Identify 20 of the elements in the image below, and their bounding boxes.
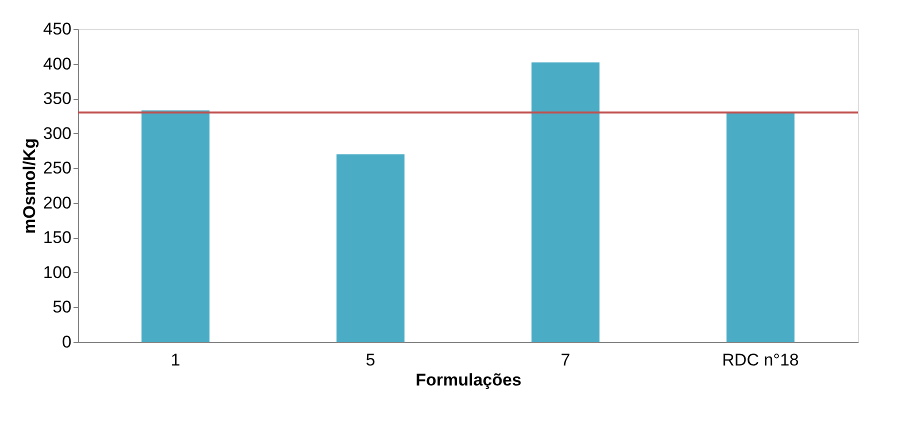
y-tick-label: 250: [43, 158, 72, 178]
y-tick-label: 150: [43, 228, 72, 248]
y-axis-title: mOsmol/Kg: [20, 138, 40, 234]
x-axis-title: Formulações: [416, 370, 522, 390]
y-tick-label: 300: [43, 124, 72, 143]
x-tick-label: 5: [366, 350, 376, 370]
bar: [532, 62, 600, 342]
y-tick-label: 100: [43, 262, 72, 282]
x-tick-label: RDC n°18: [722, 350, 799, 370]
y-tick-label: 50: [52, 298, 72, 317]
y-tick-label: 200: [43, 193, 72, 212]
bar: [142, 110, 210, 342]
bar: [336, 154, 404, 342]
y-tick-label: 350: [43, 89, 72, 108]
x-tick-label: 1: [170, 350, 180, 370]
bar: [726, 113, 794, 342]
y-tick-label: 450: [43, 20, 72, 38]
y-tick-label: 400: [43, 54, 72, 74]
x-tick-label: 7: [560, 350, 570, 370]
y-tick-label: 0: [62, 332, 72, 352]
